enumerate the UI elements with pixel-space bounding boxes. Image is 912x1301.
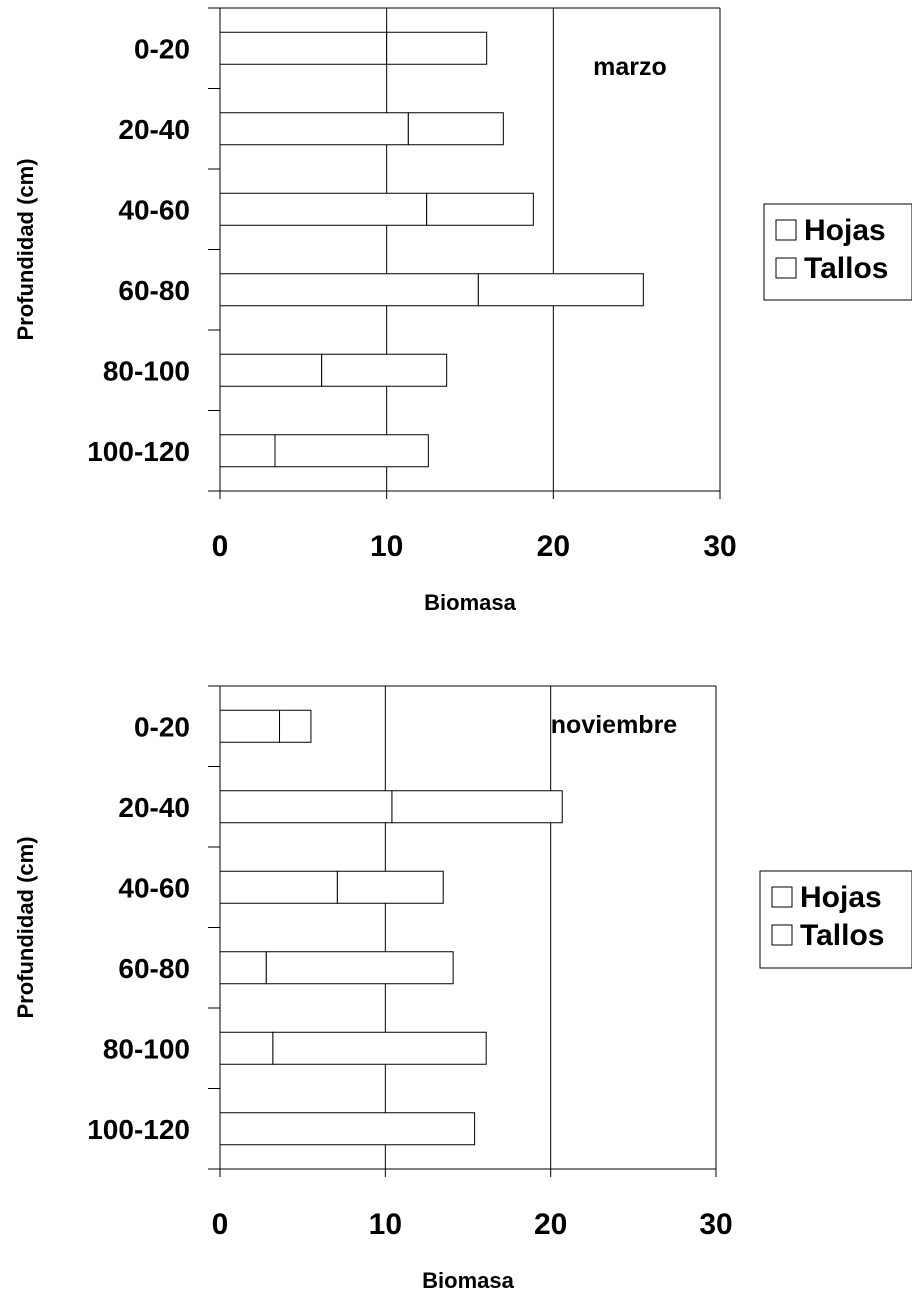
bar-tallos-60-80: [477, 273, 644, 307]
x-tick-label: 30: [699, 1208, 732, 1241]
bar-tallos-40-60: [336, 870, 444, 904]
bar-hojas-60-80: [219, 951, 267, 985]
legend-swatch-hojas: [771, 886, 793, 908]
legend-label-tallos: Tallos: [804, 252, 888, 285]
y-axis-label: Profundidad (cm): [13, 836, 38, 1018]
month-annotation: marzo: [593, 53, 667, 81]
bar-tallos-20-40: [391, 790, 563, 824]
x-tick-label: 0: [212, 1208, 229, 1241]
y-tick-label: 20-40: [118, 114, 190, 145]
legend-label-hojas: Hojas: [800, 881, 882, 914]
bar-tallos-60-80: [265, 951, 454, 985]
x-axis-label: Biomasa: [424, 590, 516, 615]
legend-swatch-tallos: [775, 257, 797, 279]
x-axis-label: Biomasa: [422, 1268, 514, 1293]
y-tick-label: 0-20: [134, 33, 190, 64]
y-tick-label: 100-120: [87, 1114, 190, 1145]
bar-tallos-0-20: [279, 709, 312, 743]
y-tick-label: 60-80: [118, 275, 190, 306]
bar-tallos-80-100: [272, 1031, 487, 1065]
bar-hojas-60-80: [219, 273, 479, 307]
y-tick-label: 40-60: [118, 194, 190, 225]
bar-hojas-20-40: [219, 790, 393, 824]
bar-hojas-20-40: [219, 112, 409, 146]
y-tick-label: 80-100: [103, 355, 190, 386]
bar-tallos-80-100: [321, 353, 448, 387]
bar-hojas-100-120: [219, 434, 276, 468]
legend-label-tallos: Tallos: [800, 919, 884, 952]
bar-hojas-80-100: [219, 1031, 274, 1065]
x-tick-label: 10: [370, 530, 403, 563]
x-tick-label: 20: [534, 1208, 567, 1241]
bar-hojas-40-60: [219, 192, 428, 226]
legend-label-hojas: Hojas: [804, 214, 886, 247]
x-tick-label: 10: [369, 1208, 402, 1241]
chart-noviembre: 0 10 20 30 0-20 20-40 40-60 60-80 80-100 100-120 n…: [13, 685, 912, 1293]
y-tick-label: 40-60: [118, 872, 190, 903]
bar-tallos-40-60: [426, 192, 534, 226]
bar-hojas-40-60: [219, 870, 338, 904]
y-tick-label: 80-100: [103, 1033, 190, 1064]
bar-hojas-0-20: [219, 31, 388, 65]
bar-tallos-0-20: [386, 31, 488, 65]
legend-swatch-tallos: [771, 924, 793, 946]
y-tick-label: 0-20: [134, 711, 190, 742]
x-tick-label: 30: [703, 530, 736, 563]
bar-hojas-0-20: [219, 709, 281, 743]
bar-tallos-100-120: [219, 1112, 476, 1146]
y-tick-label: 20-40: [118, 792, 190, 823]
x-tick-label: 0: [212, 530, 229, 563]
y-axis-label: Profundidad (cm): [13, 158, 38, 340]
month-annotation: noviembre: [551, 711, 678, 739]
bar-hojas-80-100: [219, 353, 323, 387]
bar-tallos-20-40: [407, 112, 504, 146]
chart-marzo: 0 10 20 30 0-20 20-40 40-60 60-80 80-100 100-120 m…: [13, 7, 912, 615]
y-tick-label: 60-80: [118, 953, 190, 984]
bar-tallos-100-120: [274, 434, 429, 468]
y-tick-label: 100-120: [87, 436, 190, 467]
x-tick-label: 20: [537, 530, 570, 563]
legend-swatch-hojas: [775, 219, 797, 241]
